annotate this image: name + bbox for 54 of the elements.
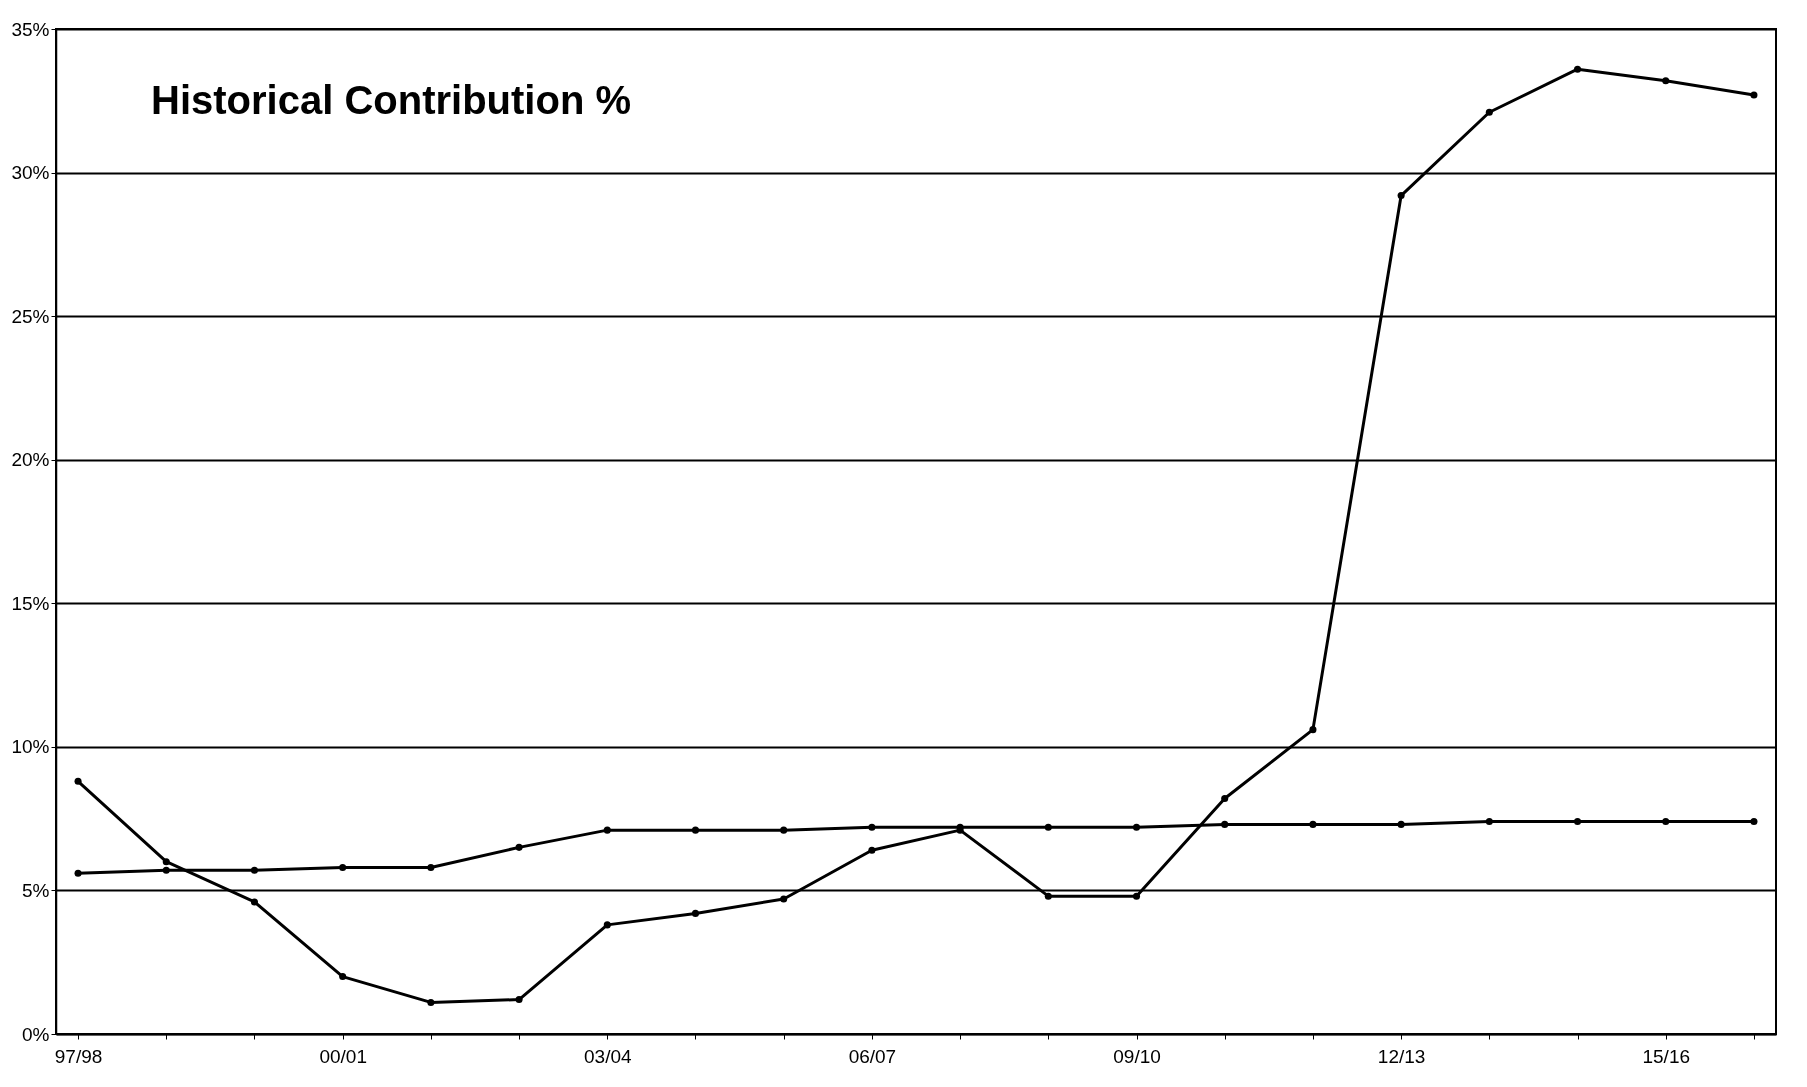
y-tick-label: 15% [11,592,50,614]
point [1485,108,1493,116]
point [780,895,788,903]
point [1132,892,1141,900]
point [339,863,347,871]
x-tick-label: 15/16 [1642,1045,1691,1067]
point [868,823,876,831]
point [250,866,258,874]
point [603,921,611,929]
point [1485,817,1493,826]
point [1132,823,1141,831]
point [1309,820,1317,828]
y-tick-label: 5% [22,879,50,901]
point [515,843,523,851]
x-tick-label: 12/13 [1377,1045,1426,1067]
y-tick-label: 30% [11,162,50,184]
x-tick-label: 03/04 [584,1045,632,1067]
text: Historical Contribution % [151,78,631,122]
x-tick-label: 00/01 [319,1045,367,1067]
point [1750,817,1758,826]
point [1662,817,1670,826]
point [162,858,170,866]
point [1574,817,1582,826]
point [691,826,700,834]
y-tick-label: 25% [11,305,50,327]
point [691,909,700,917]
y-tick-label: 0% [22,1023,50,1045]
x-tick-label: 06/07 [848,1045,897,1067]
point [339,973,347,981]
point [1574,65,1582,73]
point [1397,192,1405,200]
x-tick-label: 97/98 [54,1045,103,1067]
point [250,898,258,906]
point [74,869,82,877]
point [427,998,435,1006]
point [515,996,523,1004]
point [868,846,876,854]
y-tick-label: 20% [11,449,50,471]
point [427,863,435,871]
point [1044,892,1052,900]
point [1750,91,1758,99]
point [603,826,611,834]
point [1221,795,1229,803]
point [162,866,170,874]
point [1221,820,1229,828]
x-tick-label: 09/10 [1113,1045,1161,1067]
point [780,826,788,834]
point [1044,823,1052,831]
y-tick-label: 35% [11,18,50,40]
y-tick-label: 10% [11,736,50,758]
point [1397,820,1405,828]
point [1309,726,1317,734]
point [1662,77,1670,85]
point [74,777,82,785]
